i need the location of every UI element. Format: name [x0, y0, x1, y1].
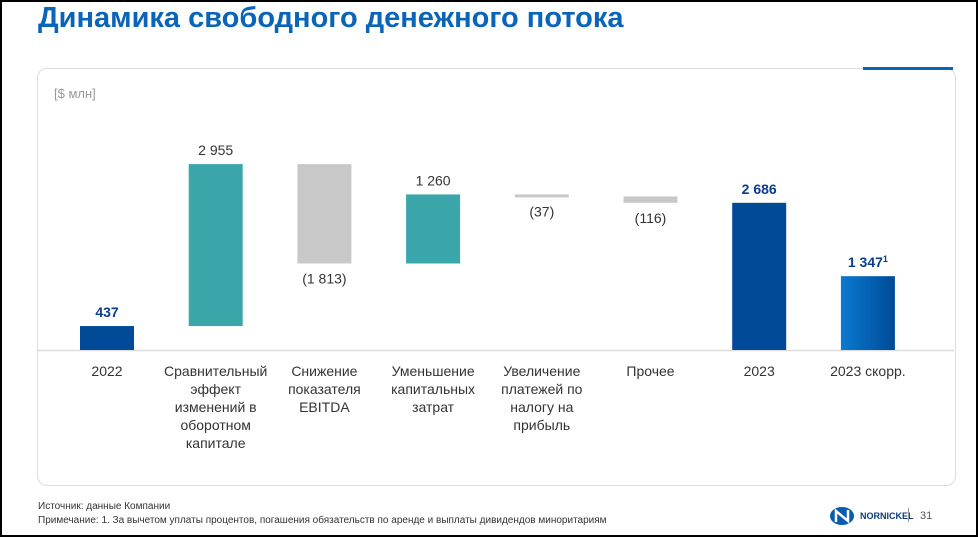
nornickel-logo: NORNICKEL: [830, 507, 914, 525]
bar: [840, 276, 895, 350]
page-title: Динамика свободного денежного потока: [38, 2, 624, 34]
accent-line: [863, 67, 953, 70]
logo-text: NORNICKEL: [860, 511, 914, 521]
data-label: 2 686: [742, 181, 777, 197]
data-label: 1 3471: [848, 254, 888, 270]
chart-card: [37, 68, 956, 486]
bar: [297, 164, 352, 264]
bar: [80, 326, 134, 350]
category-label: Увеличение платежей по налогу на прибыль: [501, 363, 583, 433]
footnote: Примечание: 1. За вычетом уплаты процент…: [38, 515, 607, 526]
category-label: 2023 скорр.: [830, 363, 906, 379]
source-note: Источник: данные Компании: [38, 501, 171, 512]
bar: [732, 202, 787, 350]
bar: [188, 164, 243, 327]
data-label: 437: [95, 304, 119, 320]
category-label: Снижение показателя EBITDA: [288, 363, 361, 415]
bar: [514, 194, 569, 198]
data-label: (116): [635, 210, 667, 226]
data-label: 2 955: [198, 142, 233, 158]
category-label: Уменьшение капитальных затрат: [391, 363, 476, 415]
category-label: 2023: [743, 363, 775, 379]
category-label: Сравнительный эффект изменений в оборотн…: [164, 363, 268, 451]
page-number: 31: [920, 510, 933, 522]
bar: [623, 196, 678, 203]
unit-label: [$ млн]: [54, 86, 96, 101]
divider: [908, 508, 909, 522]
data-label: (37): [529, 203, 554, 219]
logo-icon: [830, 507, 854, 525]
category-label: 2022: [91, 363, 123, 379]
bar: [406, 194, 461, 264]
data-label: 1 260: [416, 172, 451, 188]
category-label: Прочее: [626, 363, 675, 379]
data-label: (1 813): [302, 270, 346, 286]
